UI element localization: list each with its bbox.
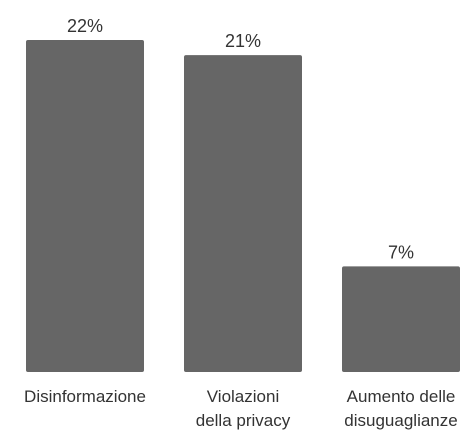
bar-2: [342, 266, 460, 372]
category-label-2-line-0: Aumento delle: [347, 387, 456, 406]
value-label-0: 22%: [67, 16, 103, 36]
value-label-1: 21%: [225, 31, 261, 51]
value-labels-group: 22% 21% 7%: [67, 16, 414, 262]
category-label-1-line-1: della privacy: [196, 411, 291, 430]
category-label-2-line-1: disuguaglianze: [344, 411, 457, 430]
category-labels-group: Disinformazione Violazioni della privacy Au…: [24, 387, 458, 430]
value-label-2: 7%: [388, 242, 414, 262]
category-label-0-line-0: Disinformazione: [24, 387, 146, 406]
bars-group: [26, 40, 460, 372]
bar-0: [26, 40, 144, 372]
bar-1: [184, 55, 302, 372]
category-label-1-line-0: Violazioni: [207, 387, 279, 406]
